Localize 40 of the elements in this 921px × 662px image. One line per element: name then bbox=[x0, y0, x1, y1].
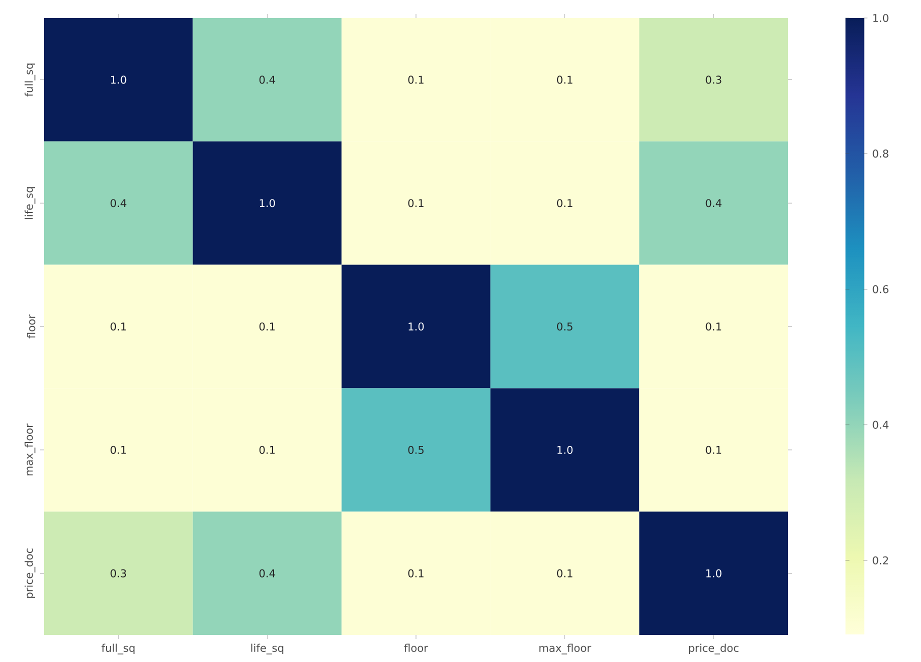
data-label: 0.1 bbox=[259, 322, 275, 331]
data-label: 0.5 bbox=[408, 446, 424, 454]
y-tick-label: life_sq bbox=[24, 187, 36, 220]
data-label: 0.1 bbox=[706, 322, 722, 331]
data-label: 0.1 bbox=[408, 199, 424, 208]
data-label: 1.0 bbox=[706, 569, 722, 578]
data-label: 0.1 bbox=[110, 322, 126, 331]
data-label: 0.4 bbox=[259, 569, 276, 578]
data-label: 1.0 bbox=[260, 199, 275, 208]
data-label: 0.1 bbox=[557, 76, 572, 84]
y-tick-label: floor bbox=[27, 314, 36, 338]
color-bar-label: 1.0 bbox=[873, 14, 888, 22]
y-tick-label: full_sq bbox=[24, 64, 36, 97]
data-label: 0.1 bbox=[706, 446, 722, 454]
data-label: 0.4 bbox=[706, 199, 722, 208]
x-tick-label: price_doc bbox=[689, 644, 738, 654]
color-bar-label: 0.4 bbox=[872, 420, 888, 429]
x-tick-label: floor bbox=[404, 644, 428, 652]
x-tick-label: life_sq bbox=[251, 644, 284, 654]
data-label: 0.1 bbox=[408, 76, 424, 84]
color-bar-label: 0.6 bbox=[872, 285, 888, 294]
data-label: 1.0 bbox=[111, 76, 126, 84]
data-label: 1.0 bbox=[408, 322, 424, 331]
data-label: 0.5 bbox=[557, 322, 572, 331]
y-tick-label: price_doc bbox=[24, 548, 36, 598]
x-tick-label: max_floor bbox=[539, 644, 592, 654]
data-label: 1.0 bbox=[557, 446, 573, 454]
data-label: 0.3 bbox=[706, 76, 722, 84]
data-label: 0.4 bbox=[110, 199, 126, 208]
data-label: 0.4 bbox=[259, 76, 276, 84]
color-bar-label: 0.2 bbox=[872, 556, 888, 564]
data-label: 0.1 bbox=[408, 569, 424, 578]
data-label: 0.1 bbox=[110, 446, 126, 454]
y-tick-label: max_floor bbox=[24, 424, 36, 476]
data-label: 0.1 bbox=[557, 199, 572, 208]
x-tick-label: full_sq bbox=[102, 644, 134, 654]
data-label: 0.1 bbox=[259, 446, 275, 454]
color-bar-label: 0.8 bbox=[872, 150, 888, 158]
data-label: 0.3 bbox=[110, 569, 126, 578]
data-label: 0.1 bbox=[557, 569, 572, 578]
